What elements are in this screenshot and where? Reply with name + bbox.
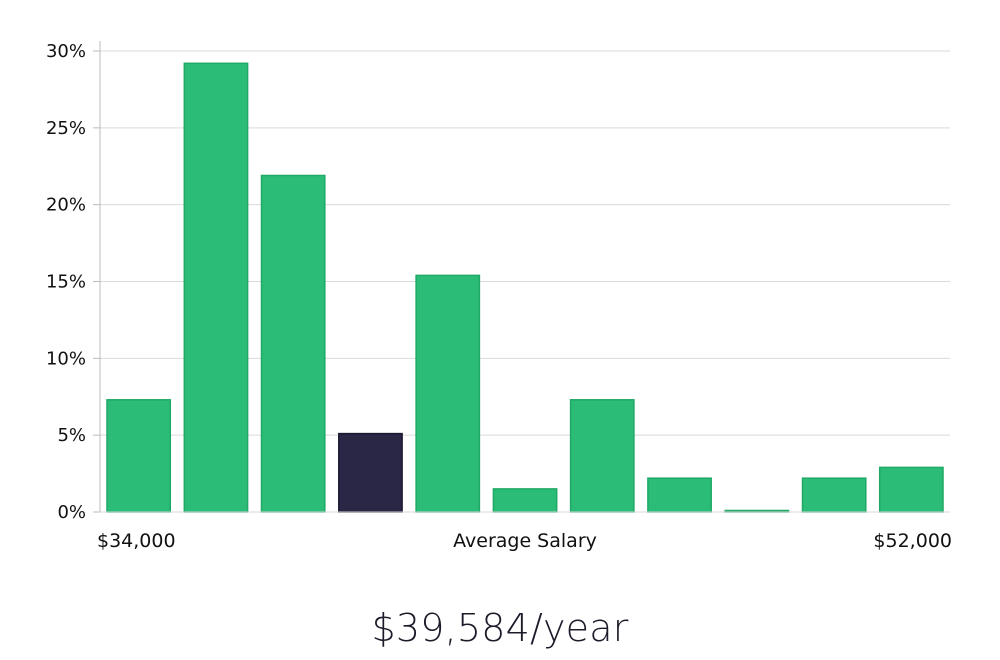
bars bbox=[106, 62, 944, 513]
x-axis-max-label: $52,000 bbox=[873, 530, 952, 552]
x-axis-title: Average Salary bbox=[453, 530, 597, 552]
y-tick-label: 10% bbox=[46, 348, 86, 369]
bar bbox=[569, 399, 635, 513]
bar bbox=[183, 62, 249, 513]
bar bbox=[415, 274, 481, 513]
y-tick-label: 5% bbox=[57, 425, 86, 446]
bar bbox=[878, 466, 944, 513]
bar bbox=[801, 477, 867, 513]
bar bbox=[106, 399, 172, 513]
y-tick-label: 0% bbox=[57, 502, 86, 523]
y-tick-label: 25% bbox=[46, 118, 86, 139]
bar bbox=[260, 174, 326, 513]
y-tick-label: 20% bbox=[46, 195, 86, 216]
bar bbox=[647, 477, 712, 513]
y-tick-label: 15% bbox=[46, 272, 86, 293]
average-salary-value: $39,584/year bbox=[371, 606, 629, 650]
y-axis-tick-labels: 0% 5% 10% 15% 20% 25% 30% bbox=[46, 41, 100, 523]
salary-distribution-chart: 0% 5% 10% 15% 20% 25% 30% $34,000 Average Sala… bbox=[46, 41, 952, 552]
y-tick-label: 30% bbox=[46, 41, 86, 62]
bar-highlighted bbox=[338, 432, 403, 513]
bar bbox=[492, 488, 558, 513]
x-axis-min-label: $34,000 bbox=[97, 530, 176, 552]
